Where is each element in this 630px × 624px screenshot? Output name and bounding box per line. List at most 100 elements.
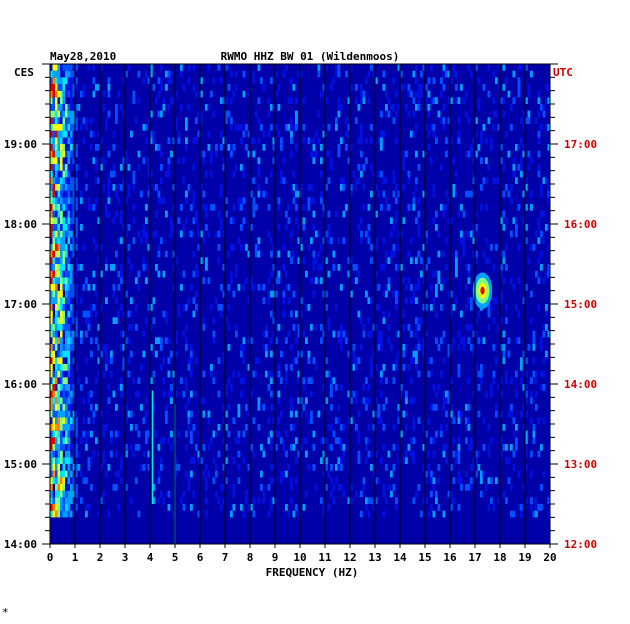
spectrogram-cell <box>345 117 348 124</box>
spectrogram-cell <box>542 357 546 364</box>
spectrogram-cell <box>330 84 333 91</box>
spectrogram-cell <box>547 270 551 278</box>
spectrogram-cell <box>70 90 73 98</box>
spectrogram-cell <box>72 204 76 211</box>
spectrogram-cell <box>510 104 513 111</box>
spectrogram-cell <box>50 424 53 431</box>
spectrogram-cell <box>537 417 541 424</box>
spectrogram-cell <box>415 344 418 351</box>
spectrogram-cell <box>65 444 68 451</box>
spectrogram-cell <box>67 497 71 504</box>
spectrogram-cell <box>172 377 176 384</box>
spectrogram-cell <box>472 330 476 338</box>
spectrogram-cell <box>530 397 533 404</box>
spectrogram-cell <box>350 257 353 264</box>
spectrogram-cell <box>97 177 101 184</box>
spectrogram-cell <box>485 484 488 491</box>
spectrogram-cell <box>57 97 61 104</box>
spectrogram-cell <box>65 277 68 284</box>
spectrogram-cell <box>50 110 53 118</box>
spectrogram-cell <box>167 490 171 498</box>
spectrogram-cell <box>57 290 61 298</box>
spectrogram-cell <box>395 197 398 204</box>
spectrogram-cell <box>205 224 208 231</box>
spectrogram-cell <box>82 244 86 251</box>
spectrogram-cell <box>545 124 548 131</box>
spectrogram-cell <box>107 90 111 98</box>
spectrogram-cell <box>182 504 186 511</box>
spectrogram-cell <box>125 450 128 458</box>
spectrogram-cell <box>297 257 301 264</box>
spectrogram-cell <box>137 70 141 78</box>
spectrogram-cell <box>382 237 386 244</box>
spectrogram-cell <box>80 124 83 131</box>
spectrogram-cell <box>390 217 393 224</box>
spectrogram-cell <box>535 270 538 278</box>
spectrogram-cell <box>350 184 353 191</box>
spectrogram-cell <box>502 64 506 71</box>
spectrogram-cell <box>310 377 313 384</box>
spectrogram-cell <box>290 124 293 131</box>
spectrogram-cell <box>67 284 71 291</box>
spectrogram-cell <box>365 444 368 451</box>
spectrogram-cell <box>357 450 361 458</box>
spectrogram-cell <box>57 344 61 351</box>
spectrogram-cell <box>145 204 148 211</box>
spectrogram-cell <box>147 117 151 124</box>
spectrogram-cell <box>337 237 341 244</box>
spectrogram-cell <box>50 144 53 151</box>
spectrogram-cell <box>380 337 383 344</box>
spectrogram-cell <box>230 117 233 124</box>
spectrogram-cell <box>477 450 481 458</box>
spectrogram-cell <box>225 110 228 118</box>
spectrogram-cell <box>55 270 58 278</box>
spectrogram-cell <box>75 257 78 264</box>
spectrogram-cell <box>280 377 283 384</box>
spectrogram-cell <box>167 370 171 378</box>
spectrogram-cell <box>320 244 323 251</box>
spectrogram-cell <box>315 257 318 264</box>
spectrogram-cell <box>247 130 251 138</box>
spectrogram-cell <box>140 364 143 371</box>
spectrogram-cell <box>57 497 61 504</box>
spectrogram-cell <box>265 190 268 198</box>
spectrogram-cell <box>315 364 318 371</box>
spectrogram-cell <box>525 204 528 211</box>
spectrogram-cell <box>505 244 508 251</box>
spectrogram-cell <box>72 104 76 111</box>
spectrogram-cell <box>512 430 516 438</box>
spectrogram-cell <box>207 277 211 284</box>
spectrogram-cell <box>412 130 416 138</box>
spectrogram-cell <box>57 264 61 271</box>
spectrogram-cell <box>57 377 61 384</box>
spectrogram-cell <box>175 330 178 338</box>
spectrogram-cell <box>67 344 71 351</box>
spectrogram-cell <box>432 184 436 191</box>
spectrogram-cell <box>165 70 168 78</box>
spectrogram-cell <box>225 457 228 464</box>
spectrogram-cell <box>430 490 433 498</box>
spectrogram-cell <box>127 64 131 71</box>
spectrogram-cell <box>237 430 241 438</box>
spectrogram-cell <box>402 150 406 158</box>
spectrogram-cell <box>330 237 333 244</box>
spectrogram-cell <box>422 304 426 311</box>
spectrogram-cell <box>152 497 156 504</box>
spectrogram-cell <box>467 444 471 451</box>
spectrogram-cell <box>352 350 356 358</box>
spectrogram-cell <box>502 210 506 218</box>
spectrogram-cell <box>345 130 348 138</box>
spectrogram-cell <box>327 324 331 331</box>
spectrogram-cell <box>70 330 73 338</box>
spectrogram-cell <box>70 384 73 391</box>
spectrogram-cell <box>102 344 106 351</box>
spectrogram-cell <box>65 364 68 371</box>
spectrogram-cell <box>260 444 263 451</box>
spectrogram-cell <box>222 137 226 144</box>
spectrogram-cell <box>55 170 58 178</box>
spectrogram-cell <box>62 204 66 211</box>
spectrogram-cell <box>337 404 341 411</box>
spectrogram-cell <box>142 77 146 84</box>
spectrogram-cell <box>55 110 58 118</box>
spectrogram-cell <box>50 390 53 398</box>
